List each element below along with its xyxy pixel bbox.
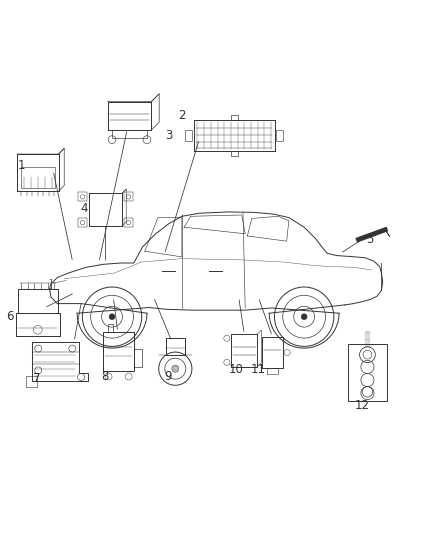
Bar <box>231 115 238 120</box>
Circle shape <box>172 365 179 372</box>
Bar <box>348 344 387 400</box>
Text: 10: 10 <box>229 362 244 376</box>
Bar <box>231 151 238 157</box>
Bar <box>112 130 147 138</box>
Text: 4: 4 <box>81 202 88 215</box>
Bar <box>21 167 55 188</box>
Circle shape <box>301 314 307 320</box>
Text: 8: 8 <box>101 370 108 383</box>
Bar <box>124 218 133 227</box>
Bar <box>78 192 87 201</box>
Text: 6: 6 <box>7 310 14 323</box>
Text: 3: 3 <box>165 129 173 142</box>
Bar <box>276 130 283 141</box>
Circle shape <box>109 314 115 320</box>
Text: 11: 11 <box>251 362 266 376</box>
Text: 9: 9 <box>164 370 172 383</box>
Bar <box>267 368 278 374</box>
Text: 7: 7 <box>33 372 40 385</box>
Bar <box>166 338 185 354</box>
Text: 12: 12 <box>355 399 370 412</box>
Text: 5: 5 <box>366 233 373 246</box>
Bar <box>26 376 37 386</box>
Bar <box>124 192 133 201</box>
Bar <box>185 130 192 141</box>
Text: 1: 1 <box>18 159 25 172</box>
Bar <box>134 350 142 367</box>
Bar <box>78 218 87 227</box>
Text: 2: 2 <box>178 109 186 123</box>
